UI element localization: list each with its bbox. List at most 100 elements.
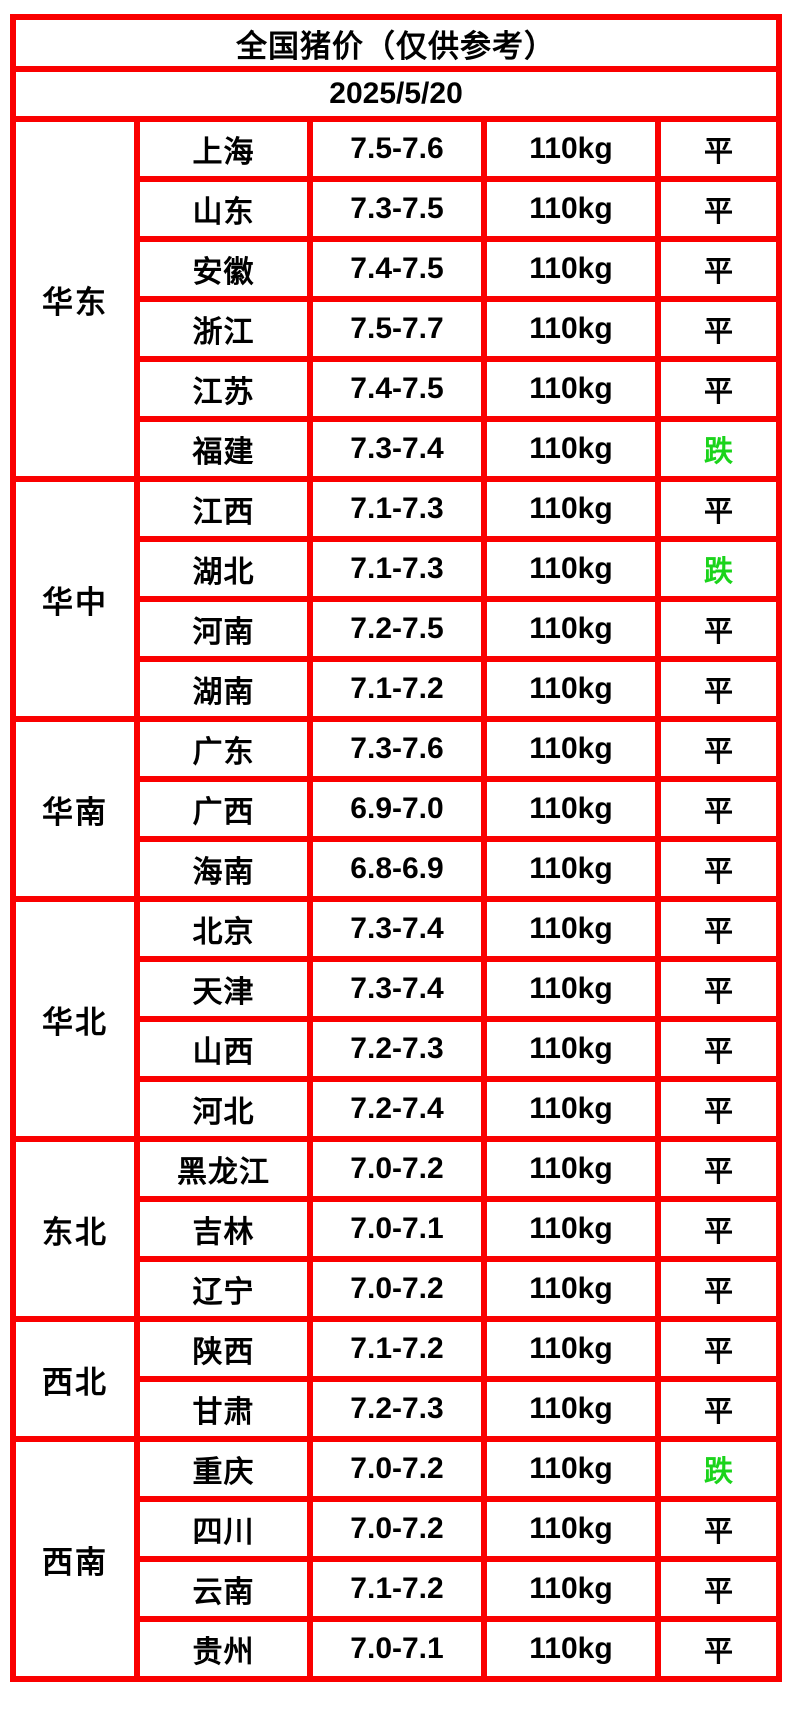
price-cell: 7.3-7.4	[307, 416, 487, 482]
price-cell: 7.2-7.3	[307, 1016, 487, 1082]
province-cell: 辽宁	[134, 1256, 313, 1322]
table-row: 浙江 7.5-7.7 110kg 平	[13, 296, 783, 362]
status-cell: 平	[654, 1496, 783, 1562]
price-cell: 7.1-7.2	[307, 656, 487, 722]
date-row: 2025/5/20	[9, 66, 783, 122]
price-cell: 7.1-7.2	[307, 1556, 487, 1622]
table-row: 湖南 7.1-7.2 110kg 平	[13, 656, 783, 722]
table-row: 天津 7.3-7.4 110kg 平	[13, 956, 783, 1022]
status-cell: 平	[654, 1316, 783, 1382]
table-row: 华南 广东 7.3-7.6 110kg 平	[10, 716, 783, 902]
status-cell: 平	[654, 956, 783, 1022]
weight-cell: 110kg	[481, 116, 661, 182]
status-cell: 跌	[654, 416, 783, 482]
province-cell: 上海	[134, 116, 313, 182]
status-cell: 平	[654, 1016, 783, 1082]
province-cell: 黑龙江	[134, 1136, 313, 1202]
table-row: 华东 上海 7.5-7.6 110kg 平	[10, 116, 783, 482]
status-cell: 平	[654, 476, 783, 542]
province-cell: 重庆	[134, 1436, 313, 1502]
province-cell: 甘肃	[134, 1376, 313, 1442]
price-cell: 7.2-7.3	[307, 1376, 487, 1442]
region-cell: 西南	[10, 1436, 140, 1682]
price-cell: 7.0-7.2	[307, 1136, 487, 1202]
province-cell: 贵州	[134, 1616, 313, 1682]
status-cell: 平	[654, 1256, 783, 1322]
price-cell: 7.0-7.2	[307, 1496, 487, 1562]
price-cell: 7.1-7.3	[307, 536, 487, 602]
price-cell: 7.4-7.5	[307, 356, 487, 422]
province-cell: 湖南	[134, 656, 313, 722]
status-cell: 平	[654, 896, 783, 962]
price-cell: 6.8-6.9	[307, 836, 487, 902]
weight-cell: 110kg	[481, 416, 661, 482]
province-cell: 江西	[134, 476, 313, 542]
table-row: 广西 6.9-7.0 110kg 平	[13, 776, 783, 842]
province-cell: 北京	[134, 896, 313, 962]
status-cell: 平	[654, 116, 783, 182]
status-cell: 跌	[654, 536, 783, 602]
weight-cell: 110kg	[481, 1196, 661, 1262]
price-cell: 7.0-7.1	[307, 1196, 487, 1262]
price-cell: 7.0-7.1	[307, 1616, 487, 1682]
status-cell: 平	[654, 176, 783, 242]
price-cell: 7.0-7.2	[307, 1436, 487, 1502]
status-cell: 平	[654, 1136, 783, 1202]
table-row: 河北 7.2-7.4 110kg 平	[13, 1076, 783, 1142]
region-cell: 西北	[10, 1316, 140, 1442]
table-row: 贵州 7.0-7.1 110kg 平	[13, 1616, 783, 1682]
header-rows: 全国猪价（仅供参考） 2025/5/20	[9, 14, 783, 122]
price-cell: 7.3-7.4	[307, 956, 487, 1022]
price-cell: 7.5-7.7	[307, 296, 487, 362]
price-cell: 7.3-7.6	[307, 716, 487, 782]
region-cell: 华南	[10, 716, 140, 902]
weight-cell: 110kg	[481, 1376, 661, 1442]
region-cell: 华中	[10, 476, 140, 722]
province-cell: 陕西	[134, 1316, 313, 1382]
weight-cell: 110kg	[481, 1436, 661, 1502]
status-cell: 平	[654, 836, 783, 902]
price-cell: 7.2-7.4	[307, 1076, 487, 1142]
weight-cell: 110kg	[481, 1016, 661, 1082]
province-cell: 山西	[134, 1016, 313, 1082]
table-row: 辽宁 7.0-7.2 110kg 平	[13, 1256, 783, 1322]
table-row: 华北 北京 7.3-7.4 110kg 平	[10, 896, 783, 1142]
weight-cell: 110kg	[481, 1136, 661, 1202]
table-row: 湖北 7.1-7.3 110kg 跌	[13, 536, 783, 602]
province-cell: 河北	[134, 1076, 313, 1142]
province-cell: 山东	[134, 176, 313, 242]
price-cell: 7.4-7.5	[307, 236, 487, 302]
table-row: 江苏 7.4-7.5 110kg 平	[13, 356, 783, 422]
weight-cell: 110kg	[481, 1076, 661, 1142]
status-cell: 平	[654, 776, 783, 842]
province-cell: 浙江	[134, 296, 313, 362]
province-cell: 海南	[134, 836, 313, 902]
region-cell: 华东	[10, 116, 140, 482]
table-row: 甘肃 7.2-7.3 110kg 平	[13, 1376, 783, 1442]
status-cell: 平	[654, 1616, 783, 1682]
weight-cell: 110kg	[481, 896, 661, 962]
table-row: 河南 7.2-7.5 110kg 平	[13, 596, 783, 662]
table-row: 吉林 7.0-7.1 110kg 平	[13, 1196, 783, 1262]
weight-cell: 110kg	[481, 596, 661, 662]
price-cell: 7.1-7.2	[307, 1316, 487, 1382]
status-cell: 平	[654, 296, 783, 362]
status-cell: 平	[654, 1376, 783, 1442]
pig-price-table: 全国猪价（仅供参考） 2025/5/20 华东 上海 7.5-7.6 110kg 平山东…	[9, 14, 783, 1682]
status-cell: 平	[654, 596, 783, 662]
table-row: 海南 6.8-6.9 110kg 平	[13, 836, 783, 902]
price-cell: 7.1-7.3	[307, 476, 487, 542]
status-cell: 跌	[654, 1436, 783, 1502]
province-cell: 福建	[134, 416, 313, 482]
price-cell: 6.9-7.0	[307, 776, 487, 842]
province-cell: 江苏	[134, 356, 313, 422]
table-row: 西北 陕西 7.1-7.2 110kg 平	[10, 1316, 783, 1442]
table-row: 西南 重庆 7.0-7.2 110kg 跌	[10, 1436, 783, 1682]
weight-cell: 110kg	[481, 1256, 661, 1322]
weight-cell: 110kg	[481, 476, 661, 542]
table-row: 四川 7.0-7.2 110kg 平	[13, 1496, 783, 1562]
price-cell: 7.0-7.2	[307, 1256, 487, 1322]
province-cell: 广西	[134, 776, 313, 842]
status-cell: 平	[654, 1076, 783, 1142]
weight-cell: 110kg	[481, 656, 661, 722]
